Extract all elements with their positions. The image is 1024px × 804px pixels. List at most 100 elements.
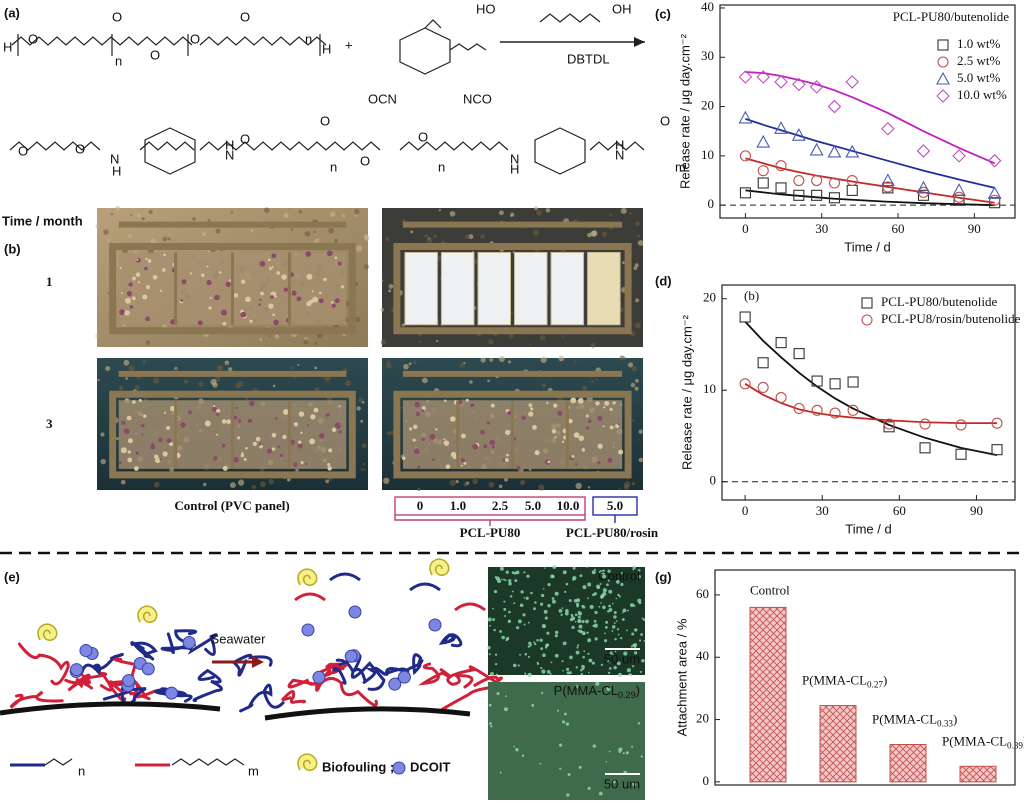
atom-label: n (330, 159, 337, 174)
cell (587, 582, 592, 587)
test-panel (477, 251, 511, 326)
cell (494, 662, 498, 666)
cell (594, 568, 596, 571)
texture-dot (637, 240, 644, 246)
fouling-dot (421, 409, 425, 413)
cell (608, 750, 611, 753)
cell (550, 661, 553, 664)
texture-dot (630, 382, 636, 388)
texture-dot (388, 284, 394, 289)
cell (557, 709, 560, 712)
fouling-dot (585, 426, 590, 430)
cell (519, 603, 524, 608)
fouling-dot (313, 407, 319, 413)
texture-dot (380, 279, 384, 282)
cell (508, 579, 512, 583)
data-point (847, 404, 859, 416)
fouling-dot (528, 403, 533, 408)
data-point (882, 181, 894, 193)
repeat-unit: m (248, 763, 259, 778)
texture-dot (633, 266, 638, 271)
texture-dot (215, 228, 221, 234)
texture-dot (360, 419, 364, 423)
plot-frame (719, 4, 1016, 219)
cell (592, 624, 595, 628)
data-point (811, 189, 823, 201)
cell (640, 633, 643, 636)
polymer-chain (80, 653, 124, 677)
fouling-dot (124, 310, 130, 316)
dcoit-particle (348, 605, 362, 619)
bond-chain (119, 36, 193, 46)
texture-dot (627, 362, 634, 368)
fouling-dot (142, 294, 148, 300)
fouling-dot (162, 451, 168, 457)
texture-dot (303, 339, 309, 345)
legend-label: 10.0 wt% (957, 87, 1007, 102)
cell (564, 712, 567, 716)
group-box (394, 496, 586, 516)
texture-dot (582, 385, 588, 391)
data-point (953, 191, 965, 203)
cell (552, 565, 557, 569)
data-point (916, 180, 931, 194)
texture-dot (498, 484, 503, 489)
cell (588, 658, 593, 663)
fouling-dot (233, 415, 238, 420)
texture-dot (539, 334, 546, 341)
legend-text: Biofouling ; (322, 759, 394, 774)
fouling-dot (521, 415, 526, 420)
fouling-dot (532, 425, 537, 430)
cell (511, 590, 514, 593)
data-point (757, 177, 769, 189)
fouling-dot (283, 287, 289, 292)
cell (528, 641, 532, 645)
cell (607, 610, 610, 613)
texture-dot (558, 355, 565, 362)
bond-chain (44, 758, 73, 766)
texture-dot (314, 387, 320, 392)
concentration: 5.0 (525, 498, 541, 513)
cell (591, 570, 596, 575)
texture-dot (408, 362, 412, 366)
fouling-dot (221, 419, 227, 424)
fouling-dot (609, 407, 613, 411)
frame (393, 390, 632, 479)
fouling-dot (334, 256, 338, 260)
cell (612, 779, 616, 784)
data-point (775, 337, 787, 349)
data-point (757, 357, 769, 369)
texture-dot (575, 482, 582, 490)
process-label: Seawater (211, 631, 267, 646)
fouling-dot (129, 305, 134, 309)
texture-dot (314, 366, 318, 370)
fouling-dot (132, 400, 136, 404)
ring (144, 127, 196, 175)
fouling-dot (235, 406, 238, 410)
fouling-dot (268, 303, 274, 309)
cell (566, 671, 570, 675)
bar-label: P(MMA-CL0.27) (802, 673, 887, 690)
fouling-dot (443, 438, 446, 441)
cell (571, 615, 573, 618)
fouling-dot (163, 253, 166, 257)
bond-chain (9, 141, 101, 151)
texture-dot (95, 334, 99, 338)
data-point (757, 381, 769, 394)
texture-dot (401, 323, 405, 327)
fouling-dot (585, 414, 589, 418)
cell (587, 652, 590, 655)
x-tick-label: 90 (968, 221, 981, 236)
texture-dot (507, 360, 512, 364)
cell (607, 671, 611, 675)
fouling-dot (221, 443, 226, 448)
atom-label: OH (612, 1, 632, 16)
fouling-dot (293, 422, 299, 427)
fouling-dot (124, 297, 131, 304)
fit-line (745, 118, 995, 189)
substrate (264, 706, 471, 721)
fouling-dot (472, 403, 475, 407)
cell (602, 569, 605, 572)
y-tick-label: 40 (701, 0, 714, 14)
cell (565, 582, 569, 586)
